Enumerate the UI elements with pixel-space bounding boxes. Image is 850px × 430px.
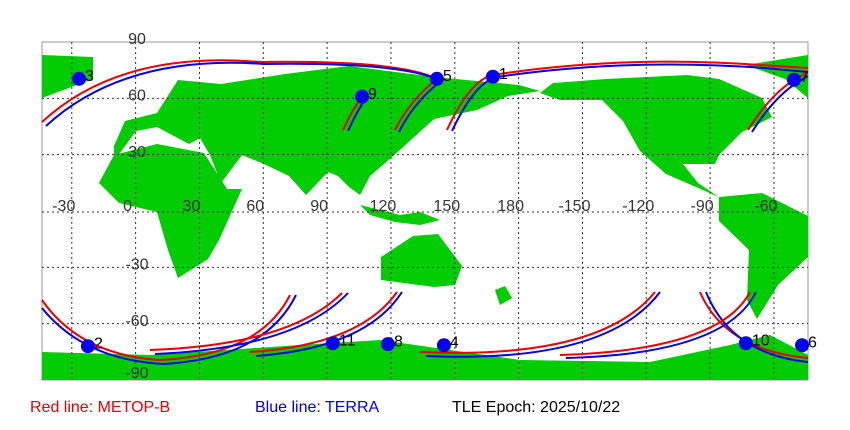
satellite-marker	[786, 72, 801, 87]
lon-label: -90	[691, 198, 714, 215]
satellite-marker	[436, 338, 451, 353]
lon-label: 60	[246, 198, 264, 215]
satellite-marker	[325, 336, 340, 351]
satellite-marker	[380, 337, 395, 352]
satellite-marker	[355, 89, 370, 104]
coordinate-labels: -30 0 30 60 90 120 150 180 -150 -120 -90 -60 90 60 30 -…	[52, 31, 777, 382]
satellite-label: 5	[443, 68, 452, 85]
legend-blue: Blue line: TERRA	[255, 399, 380, 416]
satellite-marker	[485, 69, 500, 84]
lon-label: 90	[310, 198, 328, 215]
ground-tracks	[41, 59, 809, 366]
satellite-label: 2	[94, 335, 103, 352]
lon-label: -150	[558, 198, 590, 215]
satellite-marker	[80, 339, 95, 354]
lat-label: -60	[125, 313, 148, 330]
satellite-label: 1	[499, 66, 508, 83]
lat-label: -30	[125, 257, 148, 274]
satellite-label: 4	[450, 334, 459, 351]
satellite-label: 10	[752, 332, 770, 349]
lat-label: -90	[125, 365, 148, 382]
satellite-marker	[738, 336, 753, 351]
lon-label: -30	[52, 198, 75, 215]
satellite-label: 11	[339, 332, 356, 349]
satellite-label: 8	[394, 333, 403, 350]
lon-label: 0	[123, 198, 132, 215]
satellite-label: 3	[85, 68, 94, 85]
lat-label: 30	[128, 144, 146, 161]
lon-label: 120	[370, 198, 397, 215]
lon-label: 150	[433, 198, 460, 215]
graticule	[42, 42, 808, 380]
satellite-label: 6	[808, 334, 817, 351]
satellites: 1 2 3 4 5 6 7 8 9 10 11	[72, 66, 817, 354]
lon-label: -60	[754, 198, 777, 215]
lat-label: 90	[128, 31, 146, 48]
lat-label: 60	[128, 88, 146, 105]
legend-red: Red line: METOP-B	[30, 399, 170, 416]
lon-label: 30	[183, 198, 201, 215]
land	[42, 55, 808, 380]
lon-label: -120	[622, 198, 654, 215]
satellite-label: 9	[368, 86, 377, 103]
satellite-marker	[795, 338, 810, 353]
lon-label: 180	[497, 198, 524, 215]
satellite-marker	[72, 71, 87, 86]
satellite-marker	[429, 71, 444, 86]
legend-epoch: TLE Epoch: 2025/10/22	[452, 399, 620, 416]
satellite-label: 7	[800, 69, 809, 86]
